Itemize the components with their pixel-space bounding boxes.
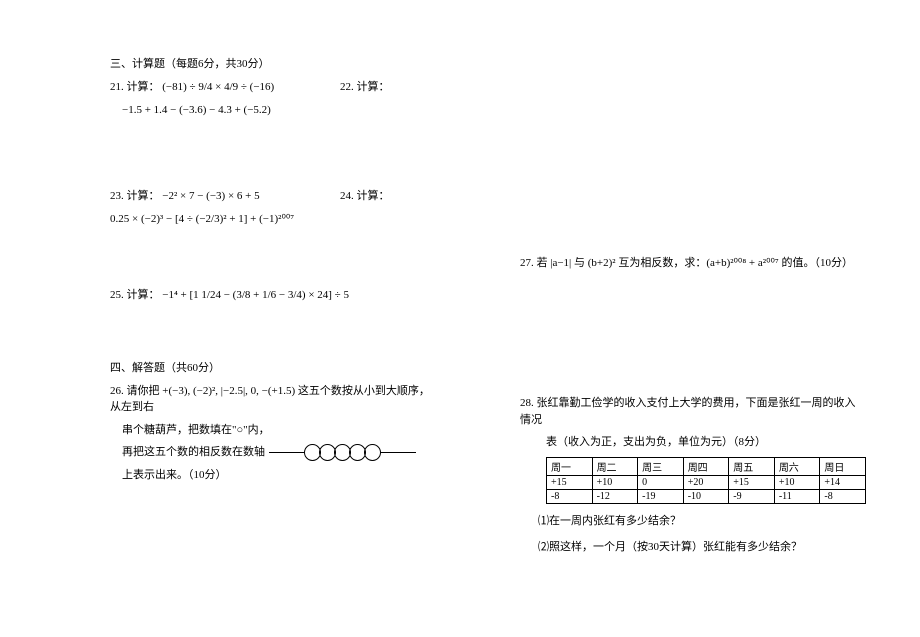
- table-cell: 周二: [592, 457, 638, 475]
- table-cell: 0: [638, 475, 684, 489]
- table-cell: 周一: [547, 457, 593, 475]
- q26-line2: 串个糖葫芦，把数填在"○"内，: [122, 424, 270, 436]
- table-row: 周一 周二 周三 周四 周五 周六 周日: [547, 457, 866, 475]
- table-cell: +10: [774, 475, 820, 489]
- table-cell: -10: [683, 489, 729, 503]
- section3-title: 三、计算题（每题6分，共30分）: [110, 55, 440, 71]
- q22-expr: −1.5 + 1.4 − (−3.6) − 4.3 + (−5.2): [122, 104, 271, 116]
- table-cell: 周六: [774, 457, 820, 475]
- q26-line4: 上表示出来。（10分）: [122, 469, 227, 481]
- number-line-diagram: [269, 444, 416, 461]
- q24-label: 24. 计算：: [340, 190, 390, 202]
- q26-label: 26.: [110, 385, 127, 397]
- q26-line1: 请你把 +(−3), (−2)², |−2.5|, 0, −(+1.5) 这五个…: [110, 385, 430, 414]
- q28-line2: 表（收入为正，支出为负，单位为元）（8分）: [546, 436, 766, 448]
- q21-expr: (−81) ÷ 9/4 × 4/9 ÷ (−16): [162, 81, 274, 93]
- q24-expr: 0.25 × (−2)³ − [4 ÷ (−2/3)² + 1] + (−1)²…: [110, 213, 294, 225]
- q22-label: 22. 计算：: [340, 81, 390, 93]
- q21-label: 21. 计算：: [110, 81, 160, 93]
- table-cell: -8: [547, 489, 593, 503]
- table-cell: 周五: [729, 457, 775, 475]
- table-row: +15 +10 0 +20 +15 +10 +14: [547, 475, 866, 489]
- q28-sub1: ⑴在一周内张红有多少结余？: [538, 515, 681, 527]
- table-cell: +20: [683, 475, 729, 489]
- q25-label: 25. 计算：: [110, 289, 160, 301]
- q26-line3: 再把这五个数的相反数在数轴: [122, 444, 265, 461]
- q27-label: 27.: [520, 257, 537, 269]
- table-cell: +15: [729, 475, 775, 489]
- section4-title: 四、解答题（共60分）: [110, 359, 440, 375]
- table-cell: -9: [729, 489, 775, 503]
- table-cell: -19: [638, 489, 684, 503]
- income-table: 周一 周二 周三 周四 周五 周六 周日 +15 +10 0 +20 +15 +…: [546, 457, 866, 504]
- table-cell: +10: [592, 475, 638, 489]
- table-cell: 周四: [683, 457, 729, 475]
- q25-expr: −1⁴ + [1 1/24 − (3/8 + 1/6 − 3/4) × 24] …: [162, 289, 349, 301]
- table-cell: -8: [820, 489, 866, 503]
- table-cell: +14: [820, 475, 866, 489]
- table-cell: 周日: [820, 457, 866, 475]
- table-cell: +15: [547, 475, 593, 489]
- q23-label: 23. 计算：: [110, 190, 160, 202]
- table-row: -8 -12 -19 -10 -9 -11 -8: [547, 489, 866, 503]
- q23-expr: −2² × 7 − (−3) × 6 + 5: [162, 190, 259, 202]
- q28-label: 28.: [520, 397, 537, 409]
- q28-line1: 张红靠勤工俭学的收入支付上大学的费用，下面是张红一周的收入情况: [520, 397, 856, 426]
- q27-text: 若 |a−1| 与 (b+2)² 互为相反数，求：(a+b)²⁰⁰⁸ + a²⁰…: [537, 257, 853, 269]
- table-cell: 周三: [638, 457, 684, 475]
- table-cell: -12: [592, 489, 638, 503]
- table-cell: -11: [774, 489, 820, 503]
- q28-sub2: ⑵照这样，一个月（按30天计算）张红能有多少结余？: [538, 541, 802, 553]
